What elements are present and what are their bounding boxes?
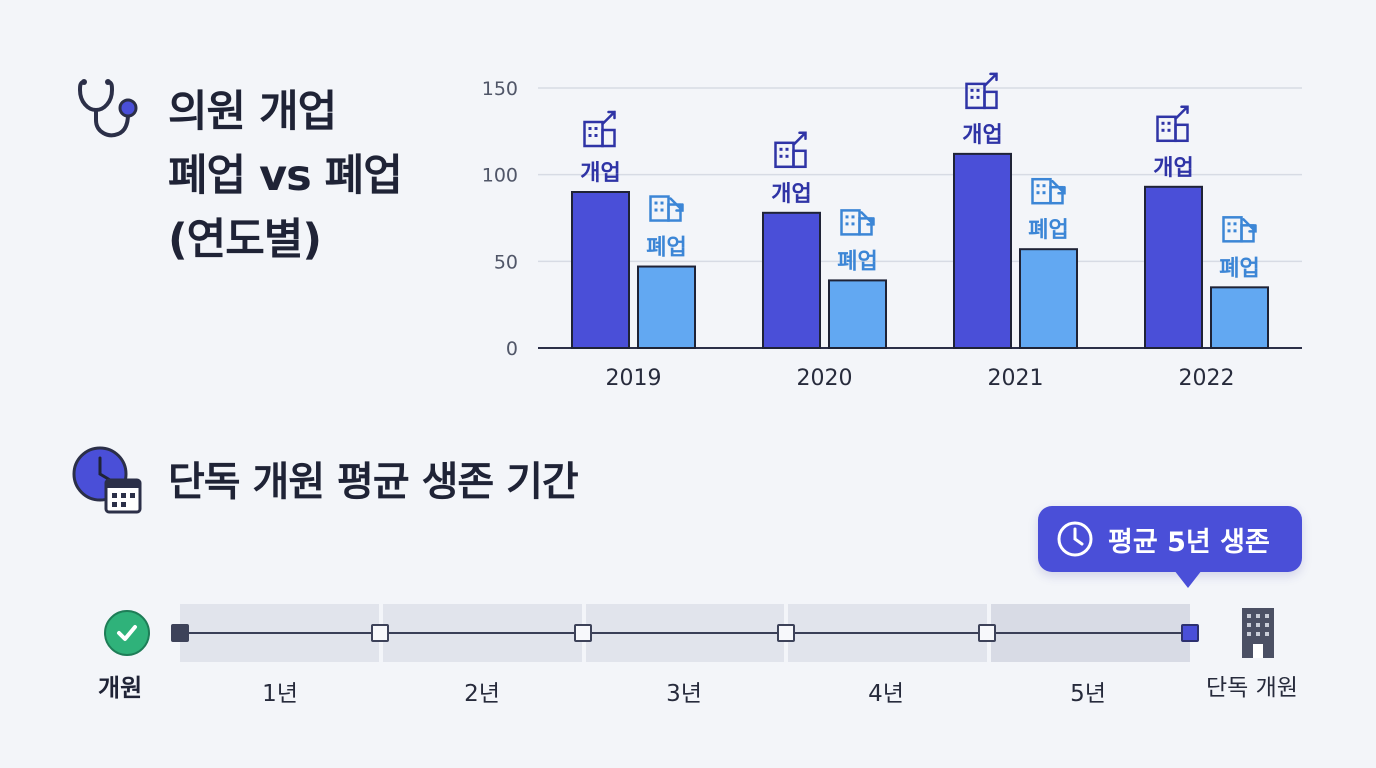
bar-closed [637, 265, 696, 350]
year-tick-label: 4년 [868, 681, 904, 707]
timeline-node [978, 624, 996, 642]
section-title: 단독 개원 평균 생존 기간 [168, 459, 579, 505]
bar-series-label: 개업 [771, 182, 811, 207]
building-icon [1242, 608, 1274, 658]
building-up-icon [774, 131, 807, 169]
y-tick-label: 0 [506, 338, 518, 360]
building-down-icon [1031, 177, 1066, 205]
clock-icon [1057, 521, 1093, 557]
bar-series-label: 폐업 [1219, 256, 1259, 281]
x-tick-label: 2021 [988, 366, 1044, 391]
building-down-icon [840, 209, 875, 236]
bar-series-label: 폐업 [837, 249, 877, 274]
end-label: 단독 개원 [1206, 675, 1298, 701]
chart-title: 의원 개업 폐업 vs 폐업 (연도별) [168, 80, 458, 272]
x-tick-label: 2019 [606, 366, 662, 391]
bar-opened [571, 191, 630, 349]
building-up-icon [583, 110, 616, 148]
x-tick-label: 2022 [1179, 366, 1235, 391]
title-line-1: 의원 개업 [168, 87, 337, 137]
callout-label: 평균 5년 생존 [1108, 526, 1270, 558]
y-tick-label: 100 [482, 165, 518, 187]
bar-opened [953, 152, 1012, 349]
bar-series-label: 폐업 [646, 236, 686, 261]
timeline-node-end [1181, 624, 1199, 642]
building-up-icon [965, 72, 998, 110]
timeline-track [180, 632, 1190, 634]
bar-closed [1019, 248, 1078, 349]
building-down-icon [649, 195, 684, 222]
bar-closed [828, 279, 887, 349]
callout-pointer [1174, 570, 1202, 588]
start-label: 개원 [98, 674, 143, 702]
bar-series-label: 개업 [1153, 156, 1193, 181]
bar-series-label: 폐업 [1028, 218, 1068, 243]
x-tick-label: 2020 [797, 366, 853, 391]
average-survival-callout: 평균 5년 생존 [1038, 506, 1302, 572]
title-line-3: (연도별) [168, 215, 322, 265]
year-tick-label: 2년 [464, 681, 500, 707]
bar-series-label: 개업 [962, 123, 1002, 148]
clock-calendar-icon [72, 446, 142, 514]
bar-opened [762, 211, 821, 349]
bar-closed [1210, 286, 1269, 349]
y-tick-label: 150 [482, 78, 518, 100]
timeline-node-start [171, 624, 189, 642]
building-down-icon [1222, 216, 1257, 243]
building-up-icon [1156, 105, 1189, 143]
bar-opened [1144, 185, 1203, 349]
stethoscope-icon [77, 79, 138, 138]
timeline-node [371, 624, 389, 642]
year-tick-label: 5년 [1070, 681, 1106, 707]
bar-series-label: 개업 [580, 161, 620, 186]
year-tick-label: 3년 [666, 681, 702, 707]
timeline-node [777, 624, 795, 642]
timeline-node [574, 624, 592, 642]
y-tick-label: 50 [494, 251, 518, 273]
title-line-2: 폐업 vs 폐업 [168, 151, 403, 201]
check-icon [104, 610, 150, 656]
year-tick-label: 1년 [262, 681, 298, 707]
